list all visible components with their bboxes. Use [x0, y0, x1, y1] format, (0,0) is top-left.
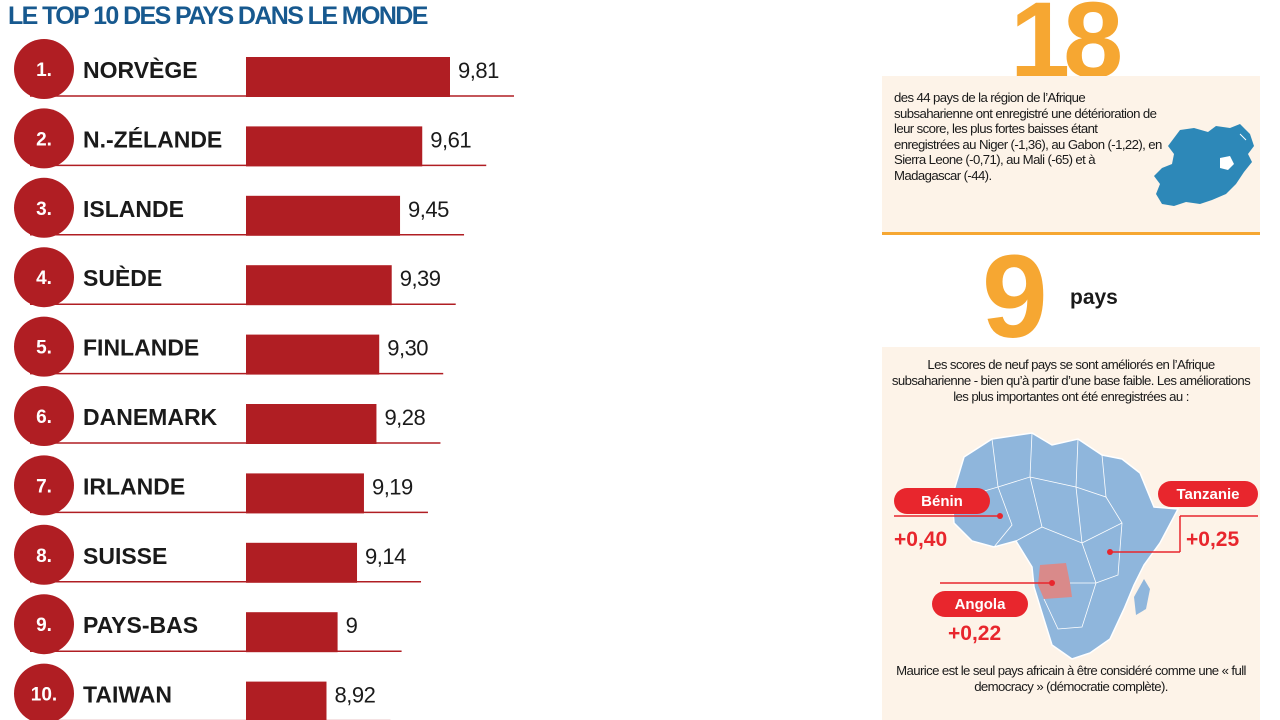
rank-circle — [14, 108, 74, 169]
country-label: PAYS-BAS — [83, 612, 198, 638]
bar — [246, 57, 450, 97]
rank-circle — [14, 386, 74, 446]
madagascar-shape — [1134, 579, 1150, 615]
bar — [246, 542, 358, 583]
angola-label: Angola — [955, 596, 1006, 613]
rank-circle — [14, 663, 74, 720]
benin-delta: +0,40 — [894, 528, 947, 551]
rank-number: 7. — [36, 476, 52, 497]
rank-circle — [14, 524, 74, 585]
value-label: 9,19 — [372, 474, 413, 499]
country-label: ISLANDE — [83, 196, 184, 222]
benin-label: Bénin — [921, 493, 963, 510]
tanzania-delta: +0,25 — [1186, 528, 1239, 551]
rank-circle — [14, 247, 74, 308]
value-label: 9,30 — [387, 336, 428, 361]
country-label: NORVÈGE — [83, 56, 198, 83]
stat-9-text: Les scores de neuf pays se sont amélioré… — [891, 357, 1251, 404]
ranking-bar-chart: 1. NORVÈGE 9,81 2. N.-ZÉLANDE 9,61 3. ISLANDE 9,… — [14, 39, 514, 720]
value-label: 9,14 — [365, 544, 406, 569]
bar — [246, 265, 392, 306]
africa-shape — [951, 432, 1180, 660]
country-label: DANEMARK — [83, 404, 218, 430]
rank-number: 5. — [36, 338, 52, 359]
tanzania-callout: Tanzanie +0,25 — [1107, 481, 1258, 555]
rank-circle — [14, 316, 74, 377]
rank-circle — [14, 455, 74, 516]
rank-circle — [14, 594, 74, 655]
country-label: TAIWAN — [83, 682, 172, 708]
bar — [246, 612, 338, 653]
bar — [246, 334, 380, 375]
angola-callout: Angola +0,22 — [932, 580, 1055, 645]
angola-delta: +0,22 — [948, 622, 1001, 645]
rank-circle — [14, 177, 74, 238]
rank-number: 1. — [36, 60, 52, 81]
value-label: 9,61 — [430, 127, 471, 152]
stat-9-footer: Maurice est le seul pays africain à être… — [896, 663, 1246, 694]
bar — [246, 681, 327, 720]
angola-highlight — [1038, 563, 1072, 599]
stat-9-unit: pays — [1070, 286, 1118, 309]
value-label: 9,39 — [400, 266, 441, 291]
country-label: SUÈDE — [83, 264, 162, 291]
stat-9-panel: Les scores de neuf pays se sont amélioré… — [882, 347, 1260, 720]
value-label: 9 — [346, 613, 358, 638]
angola-tag — [932, 591, 1028, 617]
value-label: 9,81 — [458, 58, 499, 83]
stat-18-text: des 44 pays de la région de l’Afrique su… — [894, 90, 1162, 183]
bar — [246, 126, 423, 167]
rank-number: 3. — [36, 199, 52, 220]
country-label: IRLANDE — [83, 473, 185, 499]
value-label: 9,28 — [384, 405, 425, 430]
chart-title: LE TOP 10 DES PAYS DANS LE MONDE — [8, 2, 428, 30]
rank-number: 4. — [36, 268, 52, 289]
africa-map: Bénin +0,40 Tanzanie +0,25 Angola +0,22 — [894, 432, 1258, 660]
bar — [246, 195, 401, 236]
country-label: FINLANDE — [83, 335, 199, 361]
benin-callout: Bénin +0,40 — [894, 488, 1003, 551]
value-label: 9,45 — [408, 197, 449, 222]
stat-18-panel: des 44 pays de la région de l’Afrique su… — [882, 76, 1260, 235]
country-label: SUISSE — [83, 543, 167, 569]
tanzania-label: Tanzanie — [1176, 486, 1239, 503]
rank-number: 8. — [36, 546, 52, 567]
rank-number: 6. — [36, 407, 52, 428]
benin-tag — [894, 488, 990, 514]
rank-number: 2. — [36, 129, 52, 150]
value-label: 8,92 — [334, 683, 375, 708]
rank-number: 10. — [31, 685, 57, 706]
bar — [246, 404, 377, 444]
stat-9-number: 9 — [982, 231, 1048, 363]
rank-number: 9. — [36, 615, 52, 636]
south-africa-map-icon — [1154, 124, 1254, 206]
rank-circle — [14, 39, 74, 99]
bar — [246, 473, 364, 514]
tanzania-tag — [1158, 481, 1258, 507]
country-label: N.-ZÉLANDE — [83, 125, 222, 152]
